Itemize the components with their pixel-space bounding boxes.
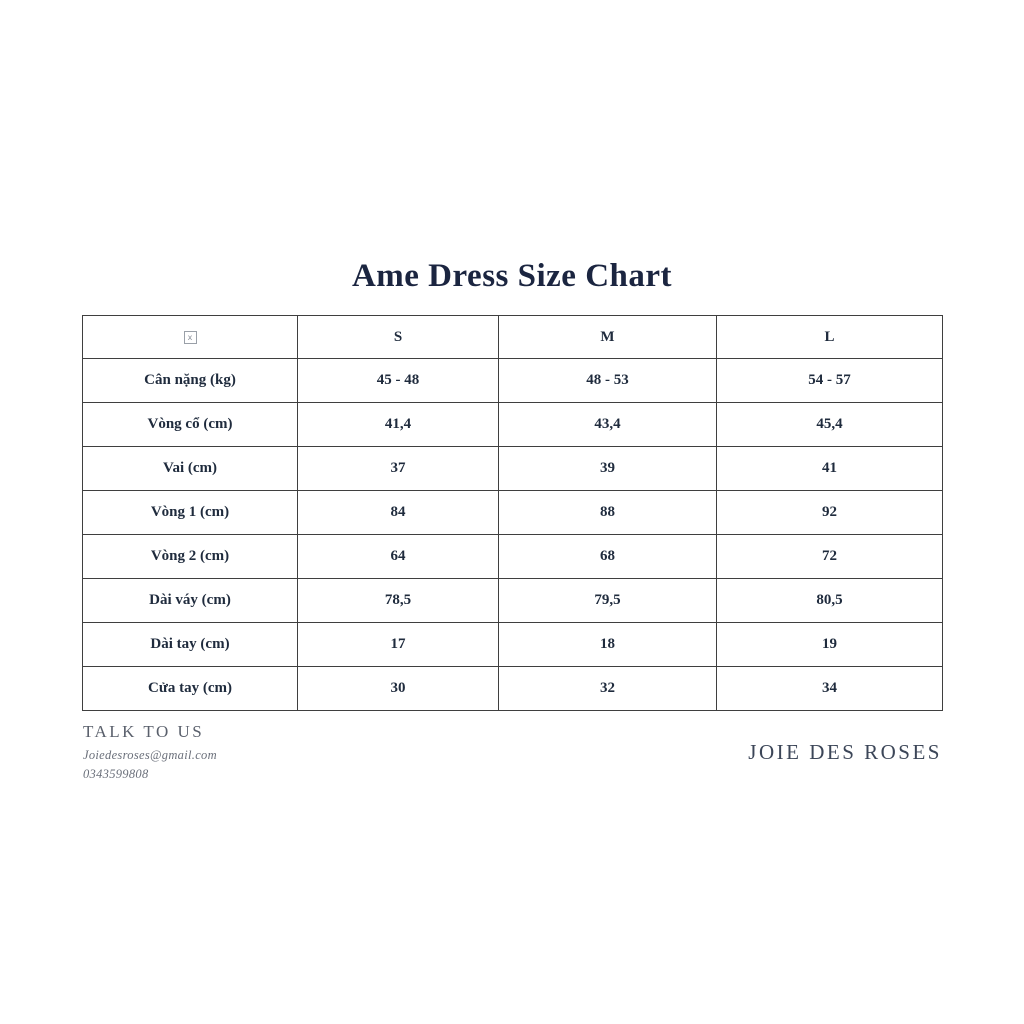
contact-email: Joiedesroses@gmail.com	[83, 748, 217, 762]
cell-value: 39	[498, 446, 717, 491]
contact-phone: 0343599808	[83, 767, 149, 781]
row-label: Vòng 2 (cm)	[82, 534, 298, 579]
cell-value: 18	[498, 622, 717, 667]
row-label: Dài váy (cm)	[82, 578, 298, 623]
table-row: Dài tay (cm) 17 18 19	[82, 622, 943, 667]
column-header-m: M	[498, 315, 717, 359]
cell-value: 45 - 48	[297, 358, 499, 403]
cell-value: 41	[716, 446, 943, 491]
brand-name: JOIE DES ROSES	[748, 740, 942, 764]
broken-image-placeholder-icon: x	[183, 330, 197, 344]
table-row: Vai (cm) 37 39 41	[82, 446, 943, 491]
contact-block: TALK TO US Joiedesroses@gmail.com 034359…	[83, 722, 217, 782]
cell-value: 78,5	[297, 578, 499, 623]
cell-value: 17	[297, 622, 499, 667]
cell-value: 37	[297, 446, 499, 491]
cell-value: 45,4	[716, 402, 943, 447]
cell-value: 72	[716, 534, 943, 579]
size-chart-table: x S M L Cân nặng (kg) 45 - 48 48 - 53 54…	[82, 315, 943, 711]
table-row: Cửa tay (cm) 30 32 34	[82, 666, 943, 711]
page-title: Ame Dress Size Chart	[351, 258, 673, 294]
cell-value: 92	[716, 490, 943, 535]
cell-value: 88	[498, 490, 717, 535]
cell-value: 68	[498, 534, 717, 579]
column-header-l: L	[716, 315, 943, 359]
cell-value: 48 - 53	[498, 358, 717, 403]
row-label: Cửa tay (cm)	[82, 666, 298, 711]
table-row: Cân nặng (kg) 45 - 48 48 - 53 54 - 57	[82, 358, 943, 403]
table-row: Dài váy (cm) 78,5 79,5 80,5	[82, 578, 943, 623]
row-label: Vai (cm)	[82, 446, 298, 491]
row-label: Dài tay (cm)	[82, 622, 298, 667]
cell-value: 84	[297, 490, 499, 535]
cell-value: 64	[297, 534, 499, 579]
row-label: Cân nặng (kg)	[82, 358, 298, 403]
cell-value: 43,4	[498, 402, 717, 447]
cell-value: 41,4	[297, 402, 499, 447]
table-row: Vòng 1 (cm) 84 88 92	[82, 490, 943, 535]
table-header-row: x S M L	[82, 315, 943, 359]
column-header-s: S	[297, 315, 499, 359]
cell-value: 79,5	[498, 578, 717, 623]
table-row: Vòng cổ (cm) 41,4 43,4 45,4	[82, 402, 943, 447]
row-label: Vòng 1 (cm)	[82, 490, 298, 535]
talk-to-us-heading: TALK TO US	[83, 722, 205, 741]
cell-value: 34	[716, 666, 943, 711]
table-row: Vòng 2 (cm) 64 68 72	[82, 534, 943, 579]
cell-value: 32	[498, 666, 717, 711]
cell-value: 80,5	[716, 578, 943, 623]
corner-header-cell: x	[82, 315, 298, 359]
cell-value: 30	[297, 666, 499, 711]
row-label: Vòng cổ (cm)	[82, 402, 298, 447]
cell-value: 19	[716, 622, 943, 667]
cell-value: 54 - 57	[716, 358, 943, 403]
